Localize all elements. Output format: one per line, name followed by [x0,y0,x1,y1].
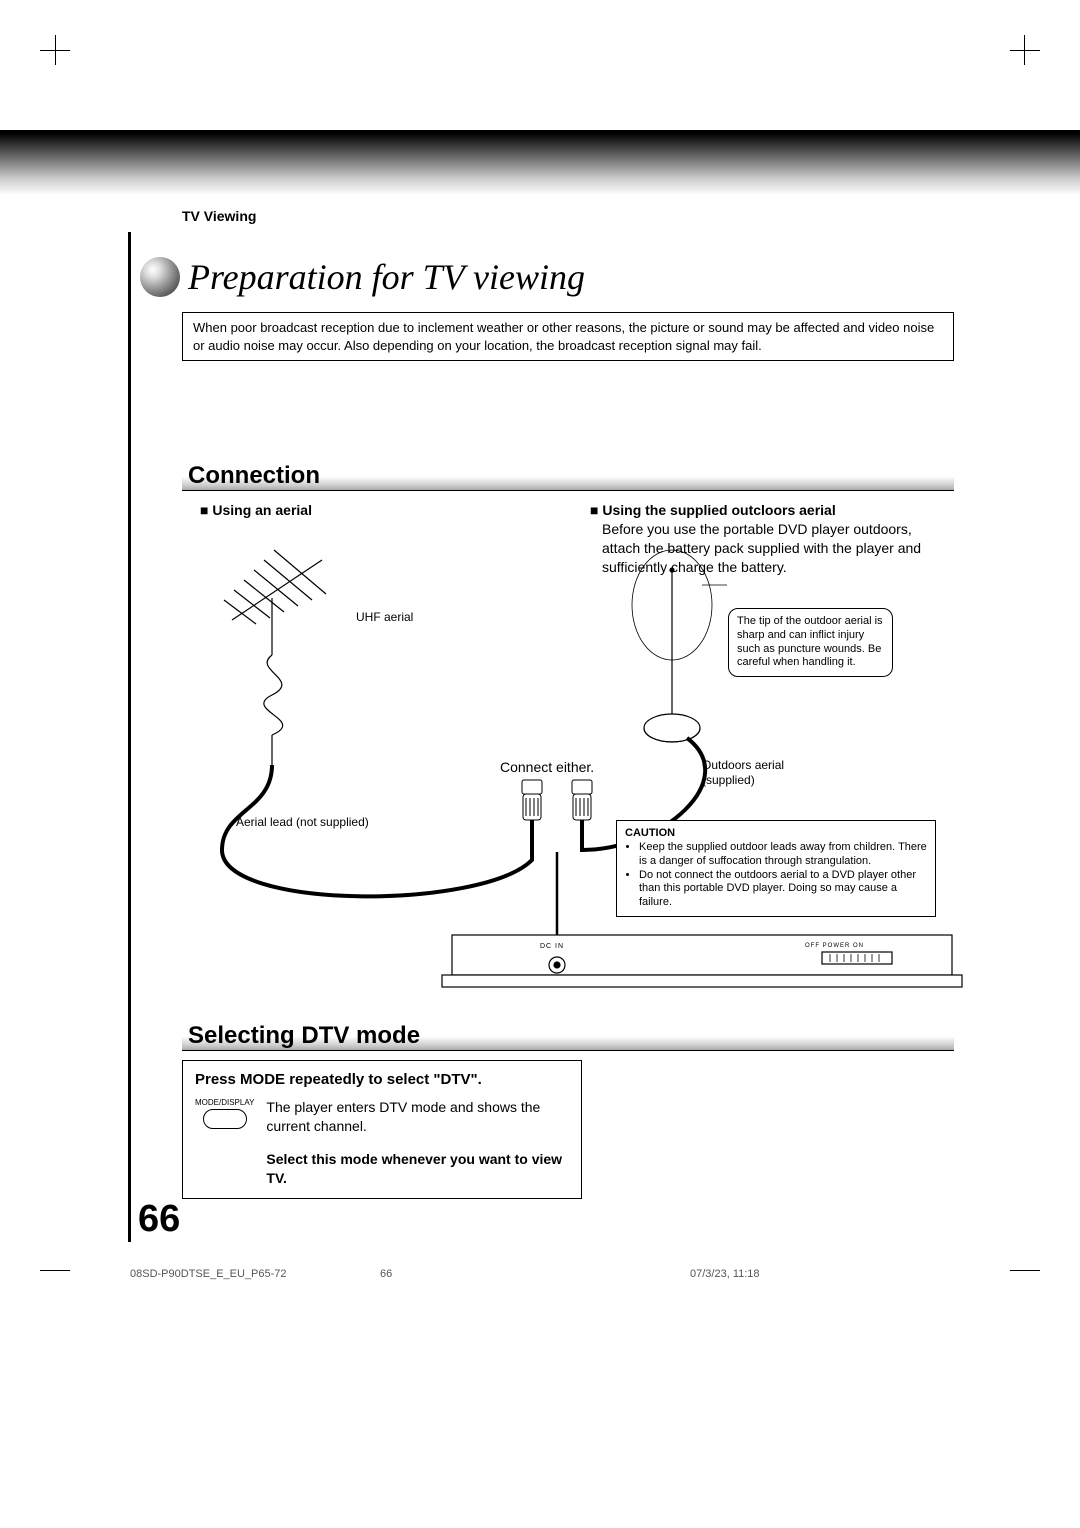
label-aerial-lead: Aerial lead (not supplied) [236,815,369,830]
page-number: 66 [138,1198,180,1241]
caution-item: Keep the supplied outdoor leads away fro… [639,841,927,869]
caution-heading: CAUTION [625,827,927,839]
subheading-using-aerial: Using an aerial [200,502,312,518]
footer-date: 07/3/23, 11:18 [690,1268,760,1280]
caution-item: Do not connect the outdoors aerial to a … [639,869,927,910]
warning-callout: The tip of the outdoor aerial is sharp a… [728,608,893,677]
intro-note: When poor broadcast reception due to inc… [182,312,954,361]
footer-page: 66 [380,1268,392,1280]
gradient-header [0,130,1080,195]
heading-connection: Connection [182,460,954,491]
dtv-body-text: The player enters DTV mode and shows the… [266,1098,569,1136]
dtv-instruction-box: Press MODE repeatedly to select "DTV". M… [182,1060,582,1199]
title-text: Preparation for TV viewing [188,256,585,298]
title-ornament-icon [140,257,180,297]
caution-box: CAUTION Keep the supplied outdoor leads … [616,820,936,917]
mode-button-icon [203,1109,247,1129]
section-label: TV Viewing [182,208,256,224]
heading-dtv-mode: Selecting DTV mode [182,1020,954,1051]
footer-left: 08SD-P90DTSE_E_EU_P65-72 [130,1268,287,1280]
subheading-outdoor-aerial: Using the supplied outcloors aerial [590,502,836,518]
mode-button-illustration: MODE/DISPLAY [195,1098,254,1129]
mode-button-label: MODE/DISPLAY [195,1098,254,1107]
label-uhf-aerial: UHF aerial [356,610,413,625]
label-dc-in: DC IN [540,943,564,952]
label-connect-either: Connect either. [500,758,594,777]
page-title: Preparation for TV viewing [140,256,585,298]
dtv-box-heading: Press MODE repeatedly to select "DTV". [195,1071,569,1088]
page-side-bar [128,232,131,1242]
label-outdoors-aerial: Outdoors aerial (supplied) [702,758,822,788]
label-power: OFF POWER ON [805,943,864,951]
dtv-bold-text: Select this mode whenever you want to vi… [266,1150,569,1188]
